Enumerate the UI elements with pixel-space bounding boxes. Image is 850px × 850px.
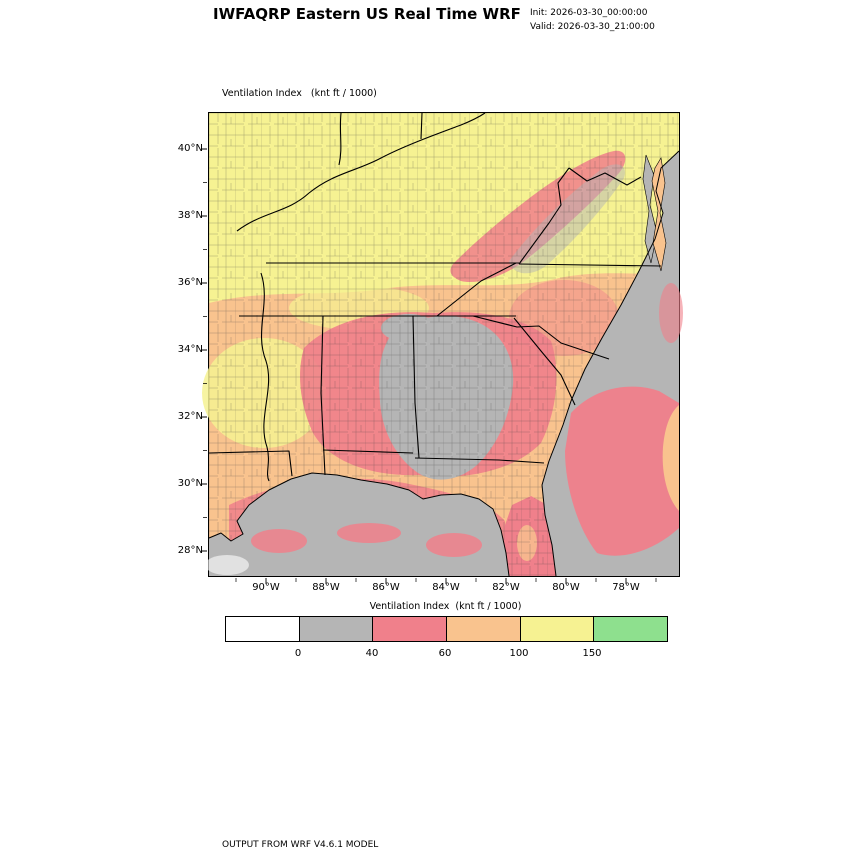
lat-tick-label: 28°N <box>177 545 203 556</box>
footer: OUTPUT FROM WRF V4.6.1 MODEL WE = 1000 ;… <box>222 810 647 850</box>
coastline <box>208 150 680 577</box>
colorbar-segment <box>447 617 521 641</box>
colorbar-segment <box>299 617 374 641</box>
map-image <box>201 112 683 584</box>
colorbar-title: Ventilation Index (knt ft / 1000) <box>369 601 522 612</box>
lat-tick-label: 38°N <box>177 210 203 221</box>
colorbar-segment <box>373 617 448 641</box>
water <box>205 151 683 576</box>
colorbar-segment <box>226 617 300 641</box>
state-borders <box>208 112 662 482</box>
lat-tick-label: 30°N <box>177 478 203 489</box>
colorbar-tick-label: 100 <box>509 648 529 659</box>
lat-tick-label: 36°N <box>177 277 203 288</box>
lon-tick-label: 86°W <box>372 582 400 593</box>
lat-tick-label: 40°N <box>177 143 203 154</box>
lat-tick-label: 32°N <box>177 411 203 422</box>
map-frame: 40°N 38°N 36°N 34°N 32°N 30°N 28°N 90°W … <box>178 112 683 593</box>
colorbar-segment <box>594 617 668 641</box>
init-timestamp: Init: 2026-03-30_00:00:00 <box>530 8 648 18</box>
colorbar-tick-label: 0 <box>294 648 302 659</box>
colorbar-tick-label: 60 <box>438 648 452 659</box>
axis-ticks <box>201 148 657 584</box>
colorbar-tick-label: 40 <box>365 648 379 659</box>
lon-tick-label: 88°W <box>312 582 340 593</box>
colorbar-tick-label: 150 <box>582 648 602 659</box>
plot-title: IWFAQRP Eastern US Real Time WRF <box>213 5 521 23</box>
lat-tick-label: 34°N <box>177 344 203 355</box>
lon-tick-label: 82°W <box>492 582 520 593</box>
lon-tick-label: 90°W <box>252 582 280 593</box>
lon-tick-label: 80°W <box>552 582 580 593</box>
lon-tick-label: 78°W <box>612 582 640 593</box>
footer-model-line: OUTPUT FROM WRF V4.6.1 MODEL <box>222 840 379 850</box>
colorbar <box>225 616 668 642</box>
field-title: Ventilation Index (knt ft / 1000) <box>222 88 377 99</box>
lon-tick-label: 84°W <box>432 582 460 593</box>
colorbar-segment <box>520 617 595 641</box>
valid-timestamp: Valid: 2026-03-30_21:00:00 <box>530 22 655 32</box>
